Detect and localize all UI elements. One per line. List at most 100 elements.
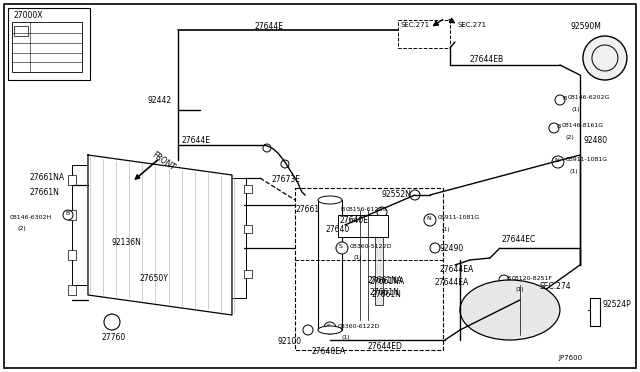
Circle shape xyxy=(324,322,336,334)
Bar xyxy=(72,165,90,285)
Text: FRONT: FRONT xyxy=(150,150,176,172)
Text: 27661NA: 27661NA xyxy=(30,173,65,182)
Text: 92524P: 92524P xyxy=(603,300,632,309)
Text: 27644EB: 27644EB xyxy=(470,55,504,64)
Text: 27661N: 27661N xyxy=(372,290,402,299)
Text: 08911-1081G: 08911-1081G xyxy=(566,157,608,162)
Bar xyxy=(68,175,76,185)
Text: (1): (1) xyxy=(572,107,580,112)
Text: B: B xyxy=(66,211,70,216)
Text: 27640E: 27640E xyxy=(340,216,369,225)
Text: B: B xyxy=(506,276,510,281)
Circle shape xyxy=(592,45,618,71)
Text: 27661NA: 27661NA xyxy=(368,276,403,285)
Bar xyxy=(14,26,28,36)
Text: 27673E: 27673E xyxy=(272,175,301,184)
Text: 92590M: 92590M xyxy=(571,22,602,31)
Text: B: B xyxy=(340,207,344,212)
Text: 92136N: 92136N xyxy=(112,238,142,247)
Bar xyxy=(12,22,82,72)
Bar xyxy=(590,298,600,326)
Text: 08146-6202G: 08146-6202G xyxy=(568,95,611,100)
Circle shape xyxy=(430,243,440,253)
Bar xyxy=(338,215,388,237)
Circle shape xyxy=(104,314,120,330)
Polygon shape xyxy=(88,155,232,315)
Text: (1): (1) xyxy=(442,227,451,232)
Text: JP7600: JP7600 xyxy=(558,355,582,361)
Text: 27644ED: 27644ED xyxy=(368,342,403,351)
Text: 92480: 92480 xyxy=(584,135,608,144)
Circle shape xyxy=(483,298,507,322)
Ellipse shape xyxy=(318,196,342,204)
Text: 27644E: 27644E xyxy=(182,136,211,145)
Text: SEC.271: SEC.271 xyxy=(401,22,430,28)
Bar xyxy=(244,270,252,278)
Bar xyxy=(295,188,443,350)
Text: 08146-8161G: 08146-8161G xyxy=(562,123,604,128)
Text: S: S xyxy=(339,244,343,249)
Text: 27661N: 27661N xyxy=(370,288,400,297)
Text: 27640: 27640 xyxy=(326,225,350,234)
Bar xyxy=(68,285,76,295)
Text: 08911-1081G: 08911-1081G xyxy=(438,215,480,220)
Text: N: N xyxy=(427,216,431,221)
Circle shape xyxy=(549,123,559,133)
Circle shape xyxy=(173,273,183,283)
Text: SEC.274: SEC.274 xyxy=(540,282,572,291)
Text: 27000X: 27000X xyxy=(14,11,44,20)
Bar xyxy=(68,210,76,220)
Text: 27661: 27661 xyxy=(296,205,320,214)
Text: 27661N: 27661N xyxy=(30,188,60,197)
Text: 92490: 92490 xyxy=(440,244,464,253)
Ellipse shape xyxy=(460,280,560,340)
Text: 92552N: 92552N xyxy=(382,190,412,199)
Circle shape xyxy=(377,207,387,217)
Text: 92442: 92442 xyxy=(148,96,172,105)
Text: 27644EC: 27644EC xyxy=(502,235,536,244)
Text: 08120-8251F: 08120-8251F xyxy=(512,276,553,281)
Circle shape xyxy=(583,36,627,80)
Circle shape xyxy=(552,156,564,168)
Bar xyxy=(8,8,90,80)
Text: 92100: 92100 xyxy=(278,337,302,346)
Text: 27760: 27760 xyxy=(102,333,126,342)
Text: (1): (1) xyxy=(354,255,363,260)
Bar xyxy=(244,225,252,233)
Text: (2): (2) xyxy=(350,218,358,223)
Circle shape xyxy=(281,160,289,168)
Text: 27644EA: 27644EA xyxy=(440,265,474,274)
Bar xyxy=(375,215,383,305)
Circle shape xyxy=(303,325,313,335)
Text: (1): (1) xyxy=(570,169,579,174)
Circle shape xyxy=(424,214,436,226)
Text: 27661NA: 27661NA xyxy=(370,277,405,286)
Circle shape xyxy=(410,190,420,200)
Bar xyxy=(318,200,342,330)
Text: 27644E: 27644E xyxy=(255,22,284,31)
Bar xyxy=(231,178,246,298)
Text: S: S xyxy=(327,324,331,329)
Text: (2): (2) xyxy=(18,226,27,231)
Text: SEC.271: SEC.271 xyxy=(458,22,487,28)
Text: 27644EA: 27644EA xyxy=(435,278,469,287)
Text: N: N xyxy=(554,158,559,163)
Text: (2): (2) xyxy=(566,135,575,140)
Bar xyxy=(68,250,76,260)
Text: 27650Y: 27650Y xyxy=(140,274,169,283)
Circle shape xyxy=(63,210,73,220)
Bar xyxy=(244,185,252,193)
Ellipse shape xyxy=(318,326,342,334)
Text: 08156-61233: 08156-61233 xyxy=(346,207,387,212)
Text: 08360-6122D: 08360-6122D xyxy=(338,324,380,329)
Circle shape xyxy=(499,275,509,285)
Text: 08360-5122D: 08360-5122D xyxy=(350,244,392,249)
Text: (1): (1) xyxy=(342,335,351,340)
Text: 08146-6302H: 08146-6302H xyxy=(10,215,52,220)
Text: 27640EA: 27640EA xyxy=(312,347,346,356)
Text: B: B xyxy=(556,124,560,129)
Text: B: B xyxy=(562,96,566,101)
Circle shape xyxy=(131,221,145,235)
Circle shape xyxy=(263,144,271,152)
Bar xyxy=(398,20,450,48)
